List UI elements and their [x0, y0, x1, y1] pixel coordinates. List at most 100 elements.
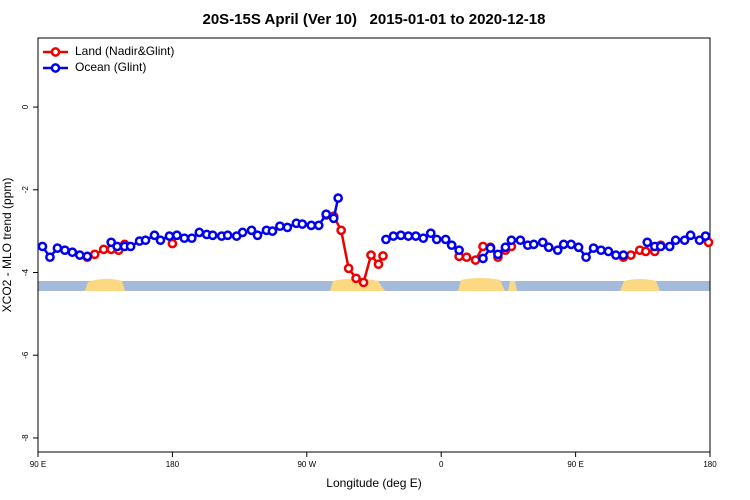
data-point — [37, 241, 48, 252]
data-point — [112, 241, 122, 252]
data-point — [478, 241, 488, 252]
data-point — [186, 233, 197, 244]
data-point — [537, 237, 548, 248]
data-point — [596, 245, 606, 256]
data-point — [664, 241, 675, 252]
y-tick-label: 0 — [21, 104, 30, 109]
data-point — [149, 230, 160, 241]
series-line — [326, 213, 385, 285]
data-point — [52, 243, 63, 253]
data-point — [403, 231, 414, 241]
data-point — [282, 222, 293, 233]
legend-label: Ocean (Glint) — [75, 60, 146, 74]
data-point — [485, 243, 496, 253]
data-point — [470, 255, 481, 265]
data-point — [306, 220, 317, 231]
data-point — [603, 246, 614, 257]
data-point — [528, 239, 539, 250]
y-tick-label: -4 — [21, 268, 30, 276]
x-tick-label: 90 W — [297, 460, 316, 469]
data-point — [313, 220, 324, 231]
data-point — [82, 251, 93, 262]
data-point — [440, 234, 451, 245]
data-point — [552, 245, 563, 256]
x-tick-label: 0 — [439, 460, 444, 469]
data-point — [642, 237, 653, 248]
x-axis-label: Longitude (deg E) — [326, 476, 421, 490]
legend-marker — [50, 47, 61, 57]
data-point — [60, 245, 70, 256]
legend-marker — [50, 63, 61, 73]
data-point — [328, 213, 339, 224]
data-point — [275, 221, 285, 232]
data-point — [164, 231, 175, 241]
data-point — [167, 238, 178, 249]
data-point — [333, 193, 344, 203]
data-point — [493, 249, 503, 260]
data-point — [700, 231, 711, 241]
data-point — [179, 233, 190, 244]
data-point — [418, 233, 429, 244]
data-point — [573, 242, 584, 253]
data-point — [222, 230, 233, 241]
data-point — [125, 241, 136, 252]
data-point — [89, 249, 100, 260]
data-point — [410, 231, 421, 241]
y-tick-label: -2 — [21, 186, 30, 194]
data-point — [655, 241, 666, 252]
data-point — [98, 244, 109, 255]
data-point — [640, 246, 651, 257]
legend-label: Land (Nadir&Glint) — [75, 44, 174, 58]
data-point — [321, 209, 332, 220]
data-point — [685, 230, 696, 241]
data-point — [381, 234, 391, 245]
data-point — [194, 227, 205, 238]
data-point — [515, 235, 526, 246]
data-point — [588, 243, 599, 253]
data-point — [446, 240, 457, 251]
land-ocean-strip — [38, 278, 710, 291]
data-point — [425, 228, 436, 239]
y-tick-label: -8 — [21, 434, 30, 442]
data-point — [388, 231, 399, 241]
data-point — [351, 273, 361, 284]
data-point — [155, 235, 166, 246]
data-point — [566, 239, 576, 250]
data-point — [343, 263, 354, 274]
data-point — [618, 250, 629, 260]
data-point — [670, 235, 681, 246]
data-point — [67, 247, 78, 258]
data-point — [378, 251, 388, 261]
data-point — [252, 230, 263, 241]
chart-title: 20S-15S April (Ver 10) 2015-01-01 to 202… — [203, 11, 546, 28]
x-tick-label: 180 — [703, 460, 717, 469]
data-point — [581, 252, 591, 263]
data-point — [626, 250, 636, 260]
data-point — [366, 250, 376, 260]
data-point — [506, 235, 517, 246]
data-point — [454, 245, 464, 256]
data-point — [207, 230, 218, 241]
data-point — [267, 226, 278, 236]
y-tick-label: -6 — [21, 351, 30, 359]
data-point — [396, 230, 406, 241]
data-point — [461, 252, 472, 263]
data-point — [237, 227, 248, 238]
data-point — [679, 235, 690, 246]
data-point — [336, 225, 346, 236]
y-axis-label: XCO2 - MLO trend (ppm) — [0, 178, 14, 313]
x-tick-label: 180 — [166, 460, 180, 469]
x-tick-label: 90 E — [567, 460, 583, 469]
data-point — [543, 242, 554, 253]
data-point — [45, 252, 55, 263]
data-point — [478, 253, 488, 264]
data-point — [431, 234, 442, 245]
data-point — [297, 219, 308, 229]
data-point — [373, 259, 384, 270]
data-point — [558, 239, 569, 250]
data-point — [500, 242, 511, 253]
data-point — [140, 235, 151, 246]
data-point — [74, 250, 85, 260]
x-tick-label: 90 E — [30, 460, 46, 469]
